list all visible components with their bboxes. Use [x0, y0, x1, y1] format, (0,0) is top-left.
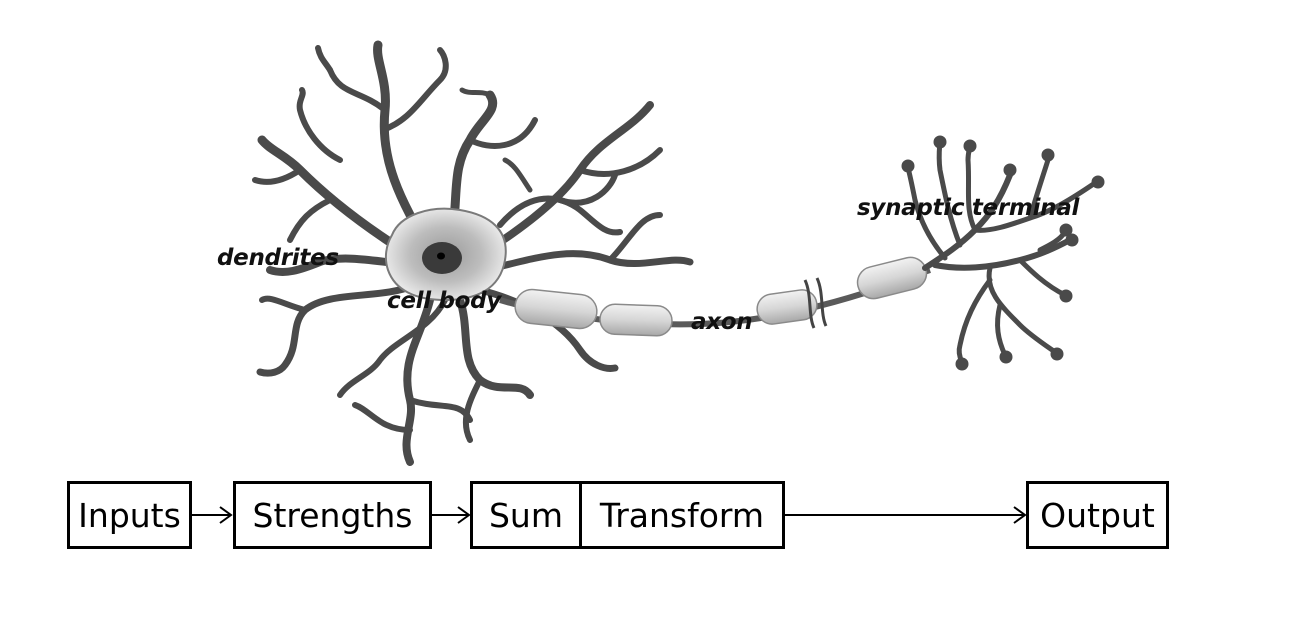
strengths-box: Strengths [233, 481, 432, 549]
synaptic-terminal-illustration [901, 135, 1105, 371]
flow-arrows [191, 506, 1027, 524]
dendrites-illustration [252, 40, 694, 466]
dendrites-label: dendrites [217, 245, 339, 271]
axon-illustration [499, 256, 931, 337]
transform-box: Transform [579, 481, 785, 549]
sum-box: Sum [470, 481, 582, 549]
output-box: Output [1026, 481, 1169, 549]
cell-body-illustration [384, 207, 507, 302]
inputs-box: Inputs [67, 481, 192, 549]
synaptic-terminal-label: synaptic terminal [857, 195, 1080, 221]
cell-body-label: cell body [387, 288, 502, 314]
axon-label: axon [691, 309, 753, 335]
